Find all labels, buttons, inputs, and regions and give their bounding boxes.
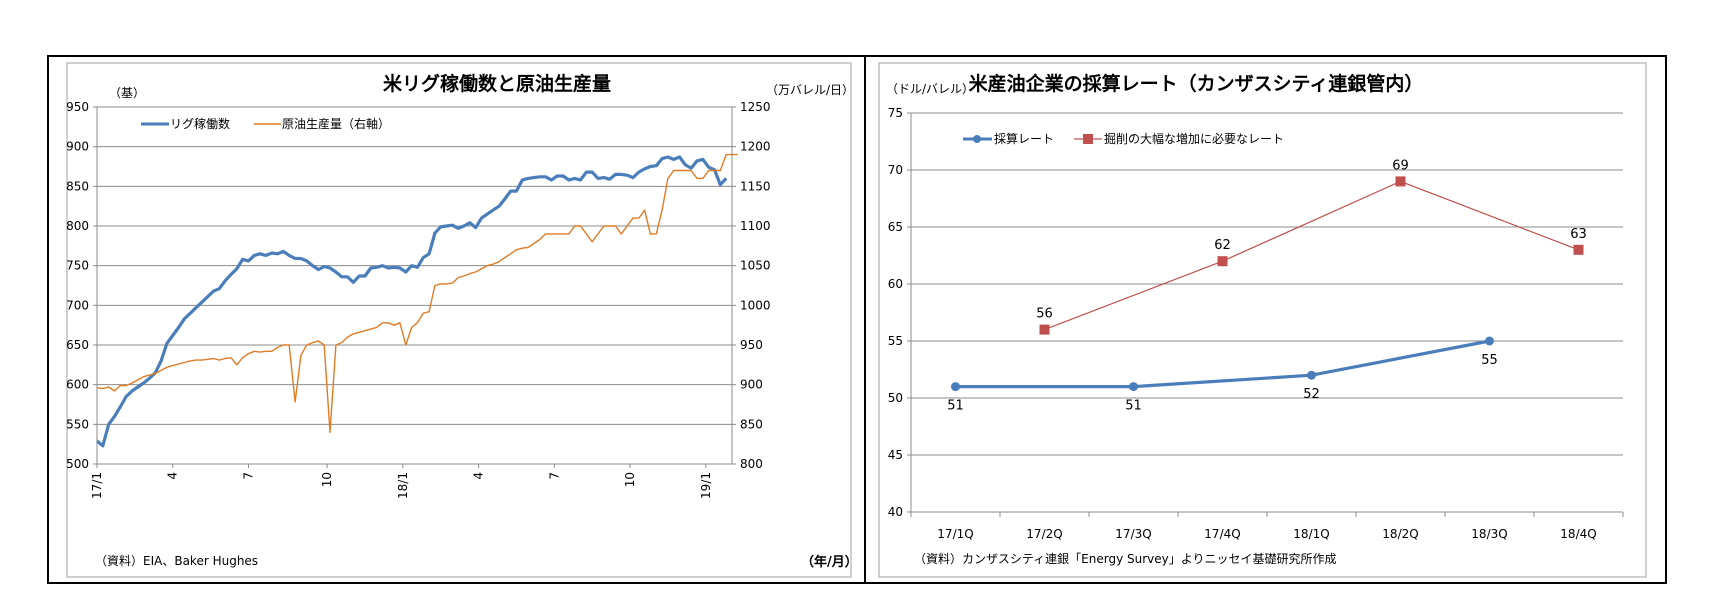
y2-tick-label: 1250 <box>740 100 771 114</box>
legend-drilling-label: 掘削の大幅な増加に必要なレート <box>1104 131 1284 146</box>
rig-count-chart: 500 550 600 650 700 750 800 850 900 950 800 850 900 9… <box>66 62 858 578</box>
data-label-drilling: 56 <box>1036 307 1053 322</box>
right-axis-unit: （万バレル/日） <box>766 83 854 97</box>
y-tick-label: 45 <box>888 448 903 462</box>
legend-drilling-marker <box>1083 134 1093 144</box>
data-label-breakeven: 52 <box>1303 387 1320 402</box>
plot-frame <box>66 62 852 578</box>
y2-tick-label: 1050 <box>740 259 771 273</box>
y-tick-label: 60 <box>888 277 903 291</box>
data-label-breakeven: 51 <box>1125 399 1142 414</box>
data-label-breakeven: 55 <box>1481 353 1498 368</box>
x-tick-label: 10 <box>320 472 334 487</box>
rig-count-chart-panel: 500 550 600 650 700 750 800 850 900 950 800 850 900 9… <box>47 55 866 584</box>
y2-tick-label: 900 <box>740 378 763 392</box>
left-axis-unit: （基） <box>109 86 145 100</box>
x-tick-label: 7 <box>241 472 255 480</box>
data-point-drilling <box>1395 176 1406 187</box>
series-line-rig-count <box>95 155 728 448</box>
x-tick-label: 18/3Q <box>1471 527 1507 541</box>
legend-breakeven-marker <box>973 135 981 143</box>
y-tick-label: 65 <box>888 220 903 234</box>
legend: リグ稼働数 原油生産量（右軸） <box>141 116 390 131</box>
x-tick-label: 18/1 <box>396 472 410 499</box>
data-point-drilling <box>1217 256 1228 267</box>
legend-oil-label: 原油生産量（右軸） <box>282 116 390 131</box>
y2-tick-label: 800 <box>740 457 763 471</box>
x-tick-label: 10 <box>623 472 637 487</box>
y-tick-label: 750 <box>66 259 89 273</box>
y2-tick-label: 950 <box>740 338 763 352</box>
x-tick-label: 17/4Q <box>1204 527 1240 541</box>
y-tick-label: 75 <box>888 106 903 120</box>
y-tick-label: 500 <box>66 457 89 471</box>
data-label-drilling: 63 <box>1570 227 1587 242</box>
chart-title: 米産油企業の採算レート（カンザスシティ連銀管内） <box>969 72 1424 95</box>
y-tick-label: 40 <box>888 505 903 519</box>
x-tick-label: 19/1 <box>699 472 713 499</box>
x-axis-unit: （年/月） <box>801 554 858 570</box>
plot-frame <box>878 62 1647 578</box>
x-tick-label: 4 <box>472 472 486 480</box>
x-tick-label: 18/1Q <box>1293 527 1329 541</box>
y2-tick-label: 850 <box>740 417 763 431</box>
x-tick-label: 4 <box>166 472 180 480</box>
x-tick-label: 17/1 <box>90 472 104 499</box>
y-tick-label: 700 <box>66 298 89 312</box>
y-tick-label: 50 <box>888 391 903 405</box>
y-tick-label: 800 <box>66 219 89 233</box>
x-tick-label: 7 <box>547 472 561 480</box>
data-point-breakeven <box>1129 382 1138 392</box>
source-note: （資料）EIA、Baker Hughes <box>95 554 258 568</box>
data-point-breakeven <box>951 382 960 392</box>
x-tick-label: 17/3Q <box>1115 527 1151 541</box>
data-label-breakeven: 51 <box>947 399 964 414</box>
breakeven-chart: 51 51 52 55 56 62 69 63 40 45 50 55 60 65 70 75 17/1Q 17… <box>878 62 1647 578</box>
x-tick-label: 17/1Q <box>937 527 973 541</box>
y-tick-label: 900 <box>66 140 89 154</box>
legend: 採算レート 掘削の大幅な増加に必要なレート <box>963 131 1284 146</box>
y2-tick-label: 1000 <box>740 298 771 312</box>
data-point-drilling <box>1573 244 1584 255</box>
y-tick-label: 70 <box>888 163 903 177</box>
series-line-breakeven <box>955 339 1490 389</box>
data-point-breakeven <box>1485 336 1494 346</box>
legend-rig-label: リグ稼働数 <box>170 116 230 131</box>
y-tick-label: 600 <box>66 378 89 392</box>
x-tick-label: 18/4Q <box>1560 527 1596 541</box>
series-line-drilling <box>1044 180 1579 331</box>
data-label-drilling: 69 <box>1392 158 1409 173</box>
data-label-drilling: 62 <box>1214 238 1231 253</box>
source-note: （資料）カンザスシティ連銀「Energy Survey」よりニッセイ基礎研究所作… <box>914 551 1337 566</box>
series-line-oil-production <box>96 153 738 433</box>
y2-tick-label: 1150 <box>740 179 771 193</box>
data-point-breakeven <box>1307 370 1316 380</box>
y-tick-label: 550 <box>66 417 89 431</box>
y-axis-unit: （ドル/バレル） <box>886 82 974 96</box>
y2-tick-label: 1100 <box>740 219 771 233</box>
breakeven-chart-panel: 51 51 52 55 56 62 69 63 40 45 50 55 60 65 70 75 17/1Q 17… <box>866 55 1667 584</box>
legend-breakeven-label: 採算レート <box>994 131 1054 146</box>
y2-tick-label: 1200 <box>740 140 771 154</box>
y-tick-label: 850 <box>66 179 89 193</box>
x-tick-label: 18/2Q <box>1382 527 1418 541</box>
x-tick-label: 17/2Q <box>1026 527 1062 541</box>
data-point-drilling <box>1039 324 1050 335</box>
y-tick-label: 55 <box>888 334 903 348</box>
y-tick-label: 950 <box>66 100 89 114</box>
y-tick-label: 650 <box>66 338 89 352</box>
chart-title: 米リグ稼働数と原油生産量 <box>383 72 611 95</box>
